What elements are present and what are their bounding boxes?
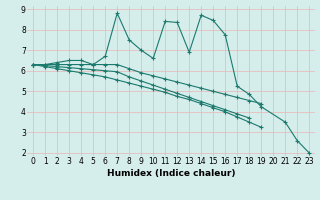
X-axis label: Humidex (Indice chaleur): Humidex (Indice chaleur) (107, 169, 236, 178)
